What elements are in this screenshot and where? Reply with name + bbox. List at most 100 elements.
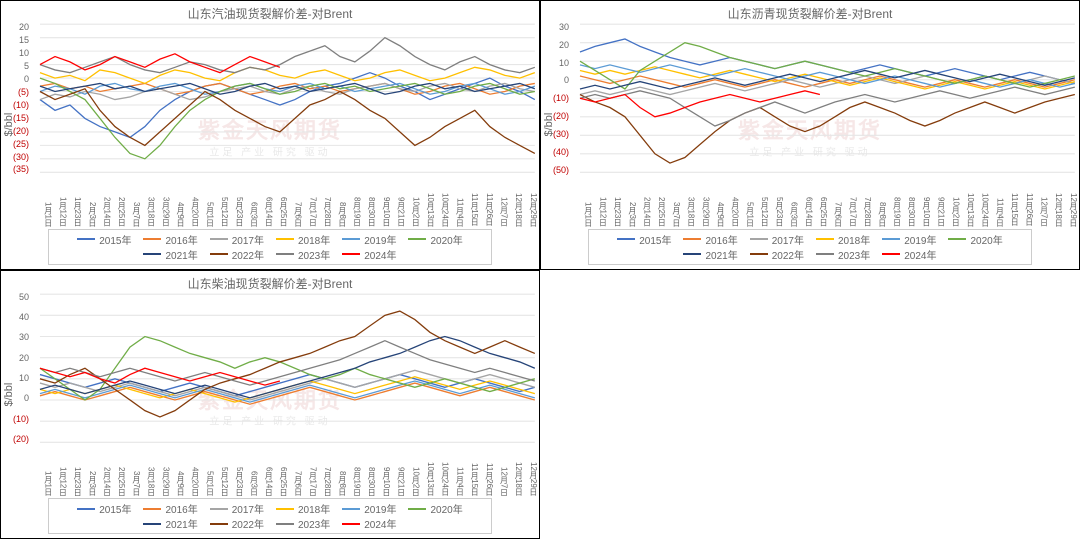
legend: 2015年 2016年 2017年 2018年 2019年 2020年 2021年 2022年…: [588, 229, 1032, 265]
legend-item: 2017年: [210, 232, 264, 247]
legend-label: 2015年: [99, 232, 131, 247]
series-2022年: [40, 89, 535, 154]
legend-item: 2019年: [882, 232, 936, 247]
legend-swatch: [276, 253, 294, 255]
legend-label: 2022年: [232, 516, 264, 531]
legend-swatch: [210, 508, 228, 510]
legend-label: 2021年: [165, 516, 197, 531]
series-2022年: [40, 311, 535, 417]
legend-swatch: [143, 253, 161, 255]
legend-swatch: [77, 238, 95, 240]
legend-swatch: [342, 523, 360, 525]
legend-swatch: [143, 523, 161, 525]
legend-item: 2021年: [143, 516, 197, 531]
legend-swatch: [408, 238, 426, 240]
legend-swatch: [683, 238, 701, 240]
legend-item: 2022年: [210, 247, 264, 262]
legend-label: 2022年: [232, 247, 264, 262]
legend-item: 2020年: [948, 232, 1002, 247]
legend-swatch: [948, 238, 966, 240]
legend-label: 2024年: [364, 247, 396, 262]
legend-item: 2024年: [342, 516, 396, 531]
legend-item: 2018年: [276, 232, 330, 247]
legend-item: 2023年: [276, 516, 330, 531]
legend-item: 2019年: [342, 501, 396, 516]
series-2023年: [580, 87, 1075, 126]
x-ticks: 1月1日1月12日1月23日2月3日2月14日2月25日3月7日3月18日3月2…: [17, 444, 539, 496]
legend-label: 2019年: [904, 232, 936, 247]
legend-item: 2020年: [408, 501, 462, 516]
legend-label: 2017年: [232, 501, 264, 516]
legend-swatch: [276, 238, 294, 240]
legend-item: 2018年: [816, 232, 870, 247]
legend-label: 2023年: [838, 247, 870, 262]
legend-item: 2022年: [750, 247, 804, 262]
legend-label: 2017年: [772, 232, 804, 247]
chart-svg: [17, 292, 539, 445]
x-ticks: 1月1日1月12日1月23日2月3日2月14日2月25日3月7日3月18日3月2…: [17, 175, 539, 227]
legend-swatch: [882, 238, 900, 240]
legend-swatch: [683, 253, 701, 255]
series-2024年: [580, 91, 820, 117]
chart-title: 山东沥青现货裂解价差-对Brent: [541, 5, 1079, 22]
legend-swatch: [276, 523, 294, 525]
legend-label: 2021年: [705, 247, 737, 262]
legend-swatch: [408, 508, 426, 510]
legend-label: 2018年: [838, 232, 870, 247]
legend-label: 2021年: [165, 247, 197, 262]
legend-item: 2016年: [683, 232, 737, 247]
legend-item: 2022年: [210, 516, 264, 531]
chart-panel: 紫金天风期货立足 产业 研究 驱动山东沥青现货裂解价差-对Brent$/bbl3…: [540, 0, 1080, 270]
y-ticks: 3020100(10)(20)(30)(40)(50): [553, 22, 569, 175]
chart-title: 山东汽油现货裂解价差-对Brent: [1, 5, 539, 22]
legend-item: 2016年: [143, 232, 197, 247]
legend-item: 2024年: [882, 247, 936, 262]
chart-title: 山东柴油现货裂解价差-对Brent: [1, 275, 539, 292]
chart-panel: 紫金天风期货立足 产业 研究 驱动山东柴油现货裂解价差-对Brent$/bbl5…: [0, 270, 540, 539]
legend-item: 2015年: [77, 501, 131, 516]
legend-item: 2017年: [750, 232, 804, 247]
legend-label: 2018年: [298, 501, 330, 516]
legend-swatch: [143, 508, 161, 510]
legend-swatch: [210, 253, 228, 255]
legend-label: 2024年: [364, 516, 396, 531]
legend-label: 2018年: [298, 232, 330, 247]
legend-item: 2023年: [816, 247, 870, 262]
legend-label: 2023年: [298, 516, 330, 531]
legend-item: 2018年: [276, 501, 330, 516]
legend-label: 2016年: [165, 501, 197, 516]
legend-item: 2021年: [683, 247, 737, 262]
series-2018年: [40, 67, 535, 83]
legend-label: 2020年: [970, 232, 1002, 247]
legend-swatch: [210, 238, 228, 240]
legend-item: 2015年: [77, 232, 131, 247]
chart-svg: [17, 22, 539, 175]
legend-item: 2024年: [342, 247, 396, 262]
legend-swatch: [276, 508, 294, 510]
series-2023年: [40, 38, 535, 73]
legend-swatch: [750, 253, 768, 255]
legend-item: 2015年: [617, 232, 671, 247]
legend-label: 2022年: [772, 247, 804, 262]
legend-swatch: [143, 238, 161, 240]
legend-label: 2019年: [364, 232, 396, 247]
legend-label: 2019年: [364, 501, 396, 516]
legend-label: 2015年: [99, 501, 131, 516]
legend-swatch: [342, 508, 360, 510]
chart-svg: [557, 22, 1079, 175]
y-ticks: 20151050(5)(10)(15)(20)(25)(30)(35): [13, 22, 29, 175]
legend-swatch: [882, 253, 900, 255]
legend-swatch: [816, 253, 834, 255]
legend: 2015年 2016年 2017年 2018年 2019年 2020年 2021年 2022年…: [48, 229, 492, 265]
legend-item: 2020年: [408, 232, 462, 247]
legend-swatch: [210, 523, 228, 525]
x-ticks: 1月1日1月12日1月23日2月3日2月14日2月25日3月7日3月18日3月2…: [557, 175, 1079, 227]
legend-swatch: [617, 238, 635, 240]
legend-label: 2017年: [232, 232, 264, 247]
legend: 2015年 2016年 2017年 2018年 2019年 2020年 2021年 2022年…: [48, 498, 492, 534]
legend-swatch: [342, 253, 360, 255]
legend-item: 2019年: [342, 232, 396, 247]
legend-item: 2017年: [210, 501, 264, 516]
legend-label: 2024年: [904, 247, 936, 262]
legend-item: 2016年: [143, 501, 197, 516]
